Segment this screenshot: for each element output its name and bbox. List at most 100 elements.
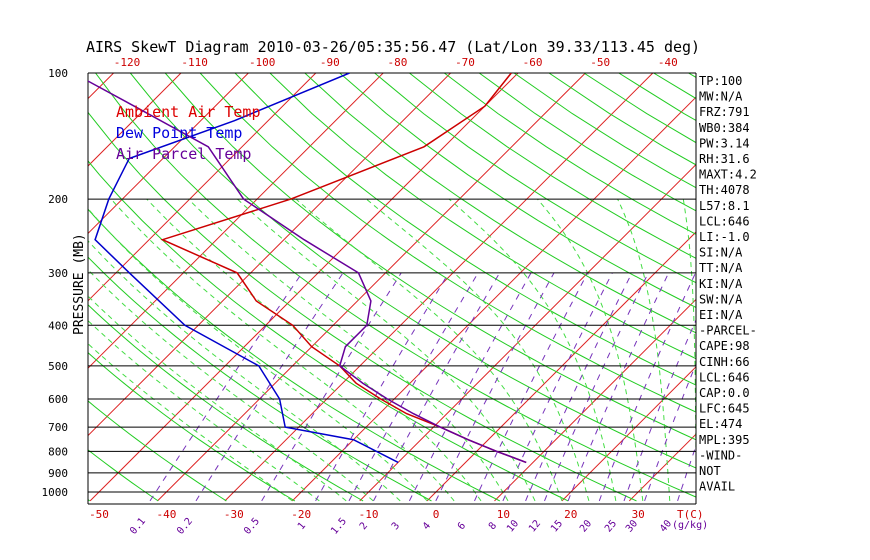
mixing-ratio-unit-label: (g/kg) — [672, 520, 708, 531]
side-panel-line: -WIND- — [699, 448, 742, 462]
bottom-temp-tick-label: -50 — [89, 508, 109, 521]
isobars: 100 200 300 400 500 600 700 800 900 1000 — [42, 67, 697, 505]
moist-adiabat-line — [88, 240, 401, 502]
side-panel-line: MW:N/A — [699, 90, 743, 104]
series-lines — [88, 73, 527, 464]
top-temp-tick-label: -40 — [658, 56, 678, 69]
dry-adiabat-line — [339, 73, 696, 309]
mixing-ratio-label: 12 — [527, 518, 543, 534]
mixing-ratio-label: 25 — [603, 518, 619, 534]
mixing-ratio-line — [623, 318, 696, 502]
moist-adiabat-line — [295, 198, 563, 502]
side-panel-line: NOT — [699, 464, 721, 478]
mixing-ratio-label: 15 — [549, 518, 565, 534]
mixing-ratio-line — [677, 444, 696, 502]
dry-adiabat-line — [88, 304, 364, 502]
dry-adiabat-line — [0, 73, 21, 501]
mixing-ratio-line — [544, 272, 649, 502]
mixing-ratio-line — [315, 272, 450, 502]
dry-adiabat-line — [88, 160, 569, 502]
bottom-temp-tick-label: 0 — [433, 508, 440, 521]
isotherm-line — [89, 73, 519, 502]
mixing-ratio-line — [373, 272, 501, 502]
side-panel-line: PW:3.14 — [699, 136, 750, 150]
mixing-ratio-line — [348, 272, 479, 502]
moist-adiabat-line — [682, 199, 696, 491]
side-panel-line: TH:4078 — [699, 183, 750, 197]
side-panel-line: LCL:646 — [699, 214, 750, 228]
pressure-tick-label: 600 — [48, 393, 68, 406]
top-temp-tick-label: -70 — [455, 56, 475, 69]
isotherm-line — [88, 73, 182, 167]
chart-title: AIRS SkewT Diagram 2010-03-26/05:35:56.4… — [86, 38, 700, 56]
top-temp-tick-label: -100 — [249, 56, 276, 69]
mixing-ratio-line — [502, 272, 613, 502]
side-panel-line: SI:N/A — [699, 246, 743, 260]
side-panel-line: TT:N/A — [699, 261, 743, 275]
side-panel-line: -PARCEL- — [699, 324, 757, 338]
dry-adiabat-line — [409, 73, 696, 259]
dry-adiabat-line — [88, 352, 296, 502]
side-panel-line: L57:8.1 — [699, 199, 750, 213]
moist-adiabat-line — [88, 207, 428, 502]
side-panel-line: LI:-1.0 — [699, 230, 750, 244]
isotherm-line — [88, 73, 384, 369]
side-panel-line: EL:474 — [699, 417, 742, 431]
isotherm-line — [832, 73, 870, 501]
top-temp-tick-label: -90 — [320, 56, 340, 69]
side-panel-line: SW:N/A — [699, 292, 743, 306]
dry-adiabat-line — [758, 73, 870, 501]
pressure-tick-label: 200 — [48, 193, 68, 206]
isotherm-line — [88, 73, 249, 235]
top-temp-tick-label: -50 — [590, 56, 610, 69]
moist-adiabat-line — [537, 198, 644, 501]
bottom-temp-tick-label: -40 — [156, 508, 176, 521]
pressure-tick-label: 300 — [48, 267, 68, 280]
side-panel-line: EI:N/A — [699, 308, 743, 322]
isotherm-line — [157, 73, 586, 502]
dry-adiabat-line — [234, 73, 696, 386]
legend-entry: Air Parcel Temp — [116, 145, 251, 163]
dry-adiabat-line — [88, 111, 637, 502]
moist-adiabat-line — [88, 268, 374, 502]
isotherm-line — [291, 96, 696, 502]
mixing-ratio-label: 8 — [487, 521, 499, 533]
side-panel-line: FRZ:791 — [699, 105, 750, 119]
mixing-ratio-line — [149, 272, 303, 502]
bottom-temp-tick-label: -30 — [224, 508, 244, 521]
isotherm-line — [426, 231, 696, 502]
dry-adiabat-line — [95, 73, 696, 498]
bottom-axis-unit-label: T(C) — [677, 508, 704, 521]
dry-adiabat-line — [129, 73, 696, 469]
side-panel-line: LCL:646 — [699, 370, 750, 384]
mixing-ratio-line — [567, 272, 670, 502]
pressure-tick-label: 500 — [48, 360, 68, 373]
mixing-ratio-label: 2 — [358, 521, 370, 533]
series-line-dew-point-temp — [94, 73, 399, 464]
isotherm-line — [494, 298, 696, 502]
mixing-ratio-label: 0.1 — [128, 516, 148, 537]
dry-adiabat-line — [513, 73, 696, 189]
moist-adiabat-line — [617, 198, 671, 501]
isotherm-line — [88, 73, 114, 100]
mixing-ratio-label: 1 — [296, 521, 308, 533]
pressure-tick-label: 1000 — [42, 486, 69, 499]
side-panel-line: MAXT:4.2 — [699, 168, 757, 182]
mixing-ratio-line — [474, 272, 589, 502]
mixing-ratio-label: 1.5 — [329, 516, 349, 537]
pressure-tick-label: 700 — [48, 421, 68, 434]
side-panel-line: KI:N/A — [699, 277, 743, 291]
pressure-tick-label: 400 — [48, 319, 68, 332]
isotherm-line — [88, 73, 317, 302]
pressure-tick-label: 800 — [48, 445, 68, 458]
top-temp-tick-label: -120 — [114, 56, 141, 69]
moist-adiabat-line — [88, 343, 293, 502]
mixing-ratio-line — [408, 272, 532, 502]
dry-adiabat-line — [374, 73, 696, 284]
side-panel-line: WB0:384 — [699, 121, 750, 135]
y-axis-label: PRESSURE (MB) — [72, 233, 87, 335]
moist-adiabat-line — [146, 198, 482, 502]
side-panel-line: RH:31.6 — [699, 152, 750, 166]
